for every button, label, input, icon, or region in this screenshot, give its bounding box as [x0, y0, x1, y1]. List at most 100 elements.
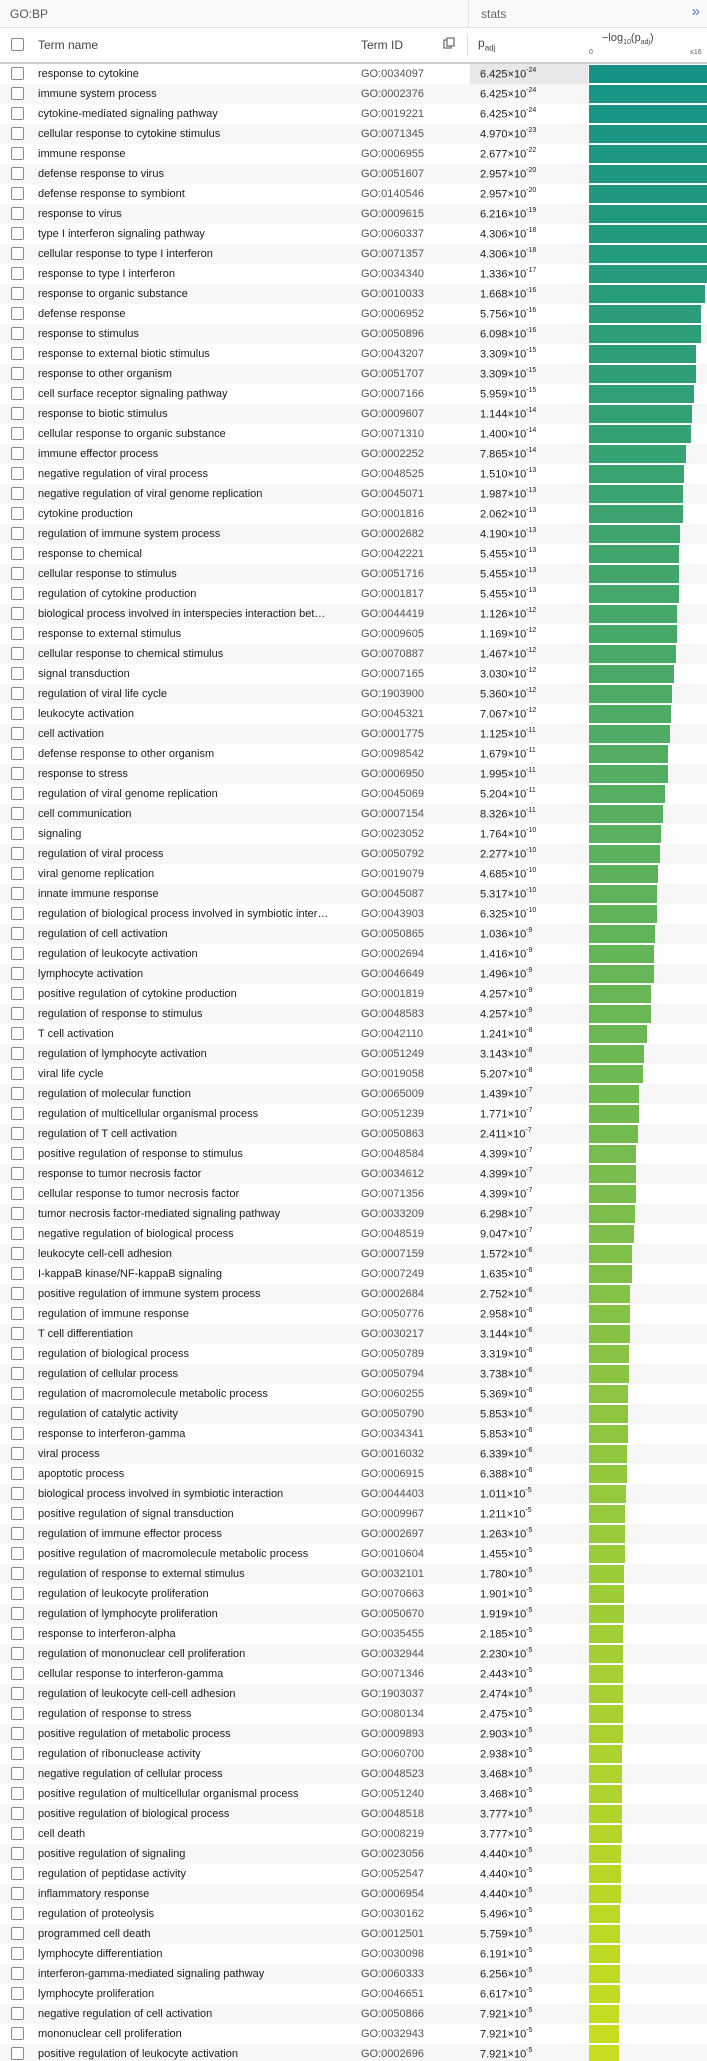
- row-checkbox[interactable]: [11, 587, 24, 600]
- term-name[interactable]: regulation of lymphocyte proliferation: [38, 1608, 218, 1620]
- term-name[interactable]: positive regulation of macromolecule met…: [38, 1548, 309, 1560]
- term-id[interactable]: GO:0023052: [361, 828, 424, 840]
- term-id[interactable]: GO:0071310: [361, 428, 424, 440]
- table-row[interactable]: cellular response to organic substance GO…: [0, 424, 707, 444]
- table-row[interactable]: defense response GO:0006952 5.756×10-16: [0, 304, 707, 324]
- term-name[interactable]: biological process involved in interspec…: [38, 608, 333, 620]
- table-row[interactable]: regulation of macromolecule metabolic pr…: [0, 1384, 707, 1404]
- row-checkbox[interactable]: [11, 87, 24, 100]
- select-all-checkbox[interactable]: [11, 38, 24, 51]
- term-name[interactable]: cytokine production: [38, 508, 133, 520]
- table-row[interactable]: regulation of molecular function GO:00650…: [0, 1084, 707, 1104]
- term-name[interactable]: negative regulation of viral process: [38, 468, 208, 480]
- row-checkbox[interactable]: [11, 307, 24, 320]
- table-row[interactable]: response to external biotic stimulus GO:0…: [0, 344, 707, 364]
- table-row[interactable]: cell activation GO:0001775 1.125×10-11: [0, 724, 707, 744]
- table-row[interactable]: cell communication GO:0007154 8.326×10-11: [0, 804, 707, 824]
- term-id[interactable]: GO:0050792: [361, 848, 424, 860]
- column-header-padj[interactable]: padj: [478, 36, 496, 53]
- term-id[interactable]: GO:0051607: [361, 168, 424, 180]
- table-row[interactable]: immune system process GO:0002376 6.425×10-…: [0, 84, 707, 104]
- term-name[interactable]: regulation of immune system process: [38, 528, 221, 540]
- row-checkbox[interactable]: [11, 807, 24, 820]
- row-checkbox[interactable]: [11, 667, 24, 680]
- row-checkbox[interactable]: [11, 127, 24, 140]
- row-checkbox[interactable]: [11, 907, 24, 920]
- term-name[interactable]: positive regulation of multicellular org…: [38, 1788, 299, 1800]
- term-name[interactable]: defense response to symbiont: [38, 188, 185, 200]
- term-name[interactable]: positive regulation of metabolic process: [38, 1728, 231, 1740]
- row-checkbox[interactable]: [11, 1967, 24, 1980]
- table-row[interactable]: immune response GO:0006955 2.677×10-22: [0, 144, 707, 164]
- row-checkbox[interactable]: [11, 647, 24, 660]
- table-row[interactable]: regulation of leukocyte proliferation GO:…: [0, 1584, 707, 1604]
- term-name[interactable]: response to stress: [38, 768, 128, 780]
- row-checkbox[interactable]: [11, 1707, 24, 1720]
- term-name[interactable]: cell communication: [38, 808, 132, 820]
- table-row[interactable]: innate immune response GO:0045087 5.317×10…: [0, 884, 707, 904]
- row-checkbox[interactable]: [11, 447, 24, 460]
- table-row[interactable]: negative regulation of cellular process G…: [0, 1764, 707, 1784]
- table-row[interactable]: cell surface receptor signaling pathway G…: [0, 384, 707, 404]
- row-checkbox[interactable]: [11, 1187, 24, 1200]
- row-checkbox[interactable]: [11, 1147, 24, 1160]
- row-checkbox[interactable]: [11, 787, 24, 800]
- term-name[interactable]: negative regulation of cell activation: [38, 2008, 213, 2020]
- row-checkbox[interactable]: [11, 1327, 24, 1340]
- row-checkbox[interactable]: [11, 1027, 24, 1040]
- row-checkbox[interactable]: [11, 707, 24, 720]
- term-id[interactable]: GO:0060700: [361, 1748, 424, 1760]
- row-checkbox[interactable]: [11, 67, 24, 80]
- term-name[interactable]: T cell activation: [38, 1028, 114, 1040]
- term-name[interactable]: regulation of viral process: [38, 848, 164, 860]
- term-name[interactable]: response to external biotic stimulus: [38, 348, 210, 360]
- term-id[interactable]: GO:0050776: [361, 1308, 424, 1320]
- term-id[interactable]: GO:0034612: [361, 1168, 424, 1180]
- row-checkbox[interactable]: [11, 2027, 24, 2040]
- term-name[interactable]: regulation of biological process involve…: [38, 908, 333, 920]
- row-checkbox[interactable]: [11, 107, 24, 120]
- term-id[interactable]: GO:0051707: [361, 368, 424, 380]
- term-id[interactable]: GO:0007159: [361, 1248, 424, 1260]
- term-name[interactable]: cellular response to organic substance: [38, 428, 226, 440]
- term-id[interactable]: GO:0002682: [361, 528, 424, 540]
- term-id[interactable]: GO:0052547: [361, 1868, 424, 1880]
- term-id[interactable]: GO:0042221: [361, 548, 424, 560]
- term-name[interactable]: lymphocyte proliferation: [38, 1988, 155, 2000]
- term-name[interactable]: positive regulation of leukocyte activat…: [38, 2048, 238, 2060]
- row-checkbox[interactable]: [11, 407, 24, 420]
- term-id[interactable]: GO:0007154: [361, 808, 424, 820]
- term-id[interactable]: GO:0019058: [361, 1068, 424, 1080]
- term-id[interactable]: GO:0001817: [361, 588, 424, 600]
- term-name[interactable]: regulation of ribonuclease activity: [38, 1748, 201, 1760]
- table-row[interactable]: response to virus GO:0009615 6.216×10-19: [0, 204, 707, 224]
- term-name[interactable]: response to external stimulus: [38, 628, 182, 640]
- term-name[interactable]: regulation of catalytic activity: [38, 1408, 179, 1420]
- row-checkbox[interactable]: [11, 827, 24, 840]
- term-name[interactable]: cellular response to chemical stimulus: [38, 648, 224, 660]
- row-checkbox[interactable]: [11, 347, 24, 360]
- term-name[interactable]: programmed cell death: [38, 1928, 151, 1940]
- table-row[interactable]: response to type I interferon GO:0034340 1…: [0, 264, 707, 284]
- term-id[interactable]: GO:0007166: [361, 388, 424, 400]
- term-name[interactable]: regulation of cell activation: [38, 928, 168, 940]
- term-id[interactable]: GO:0080134: [361, 1708, 424, 1720]
- row-checkbox[interactable]: [11, 847, 24, 860]
- table-row[interactable]: response to other organism GO:0051707 3.30…: [0, 364, 707, 384]
- table-row[interactable]: response to tumor necrosis factor GO:0034…: [0, 1164, 707, 1184]
- row-checkbox[interactable]: [11, 507, 24, 520]
- row-checkbox[interactable]: [11, 2047, 24, 2060]
- term-id[interactable]: GO:0009893: [361, 1728, 424, 1740]
- table-row[interactable]: viral life cycle GO:0019058 5.207×10-8: [0, 1064, 707, 1084]
- term-name[interactable]: positive regulation of signal transducti…: [38, 1508, 234, 1520]
- row-checkbox[interactable]: [11, 1667, 24, 1680]
- term-id[interactable]: GO:0048584: [361, 1148, 424, 1160]
- term-id[interactable]: GO:0060255: [361, 1388, 424, 1400]
- table-row[interactable]: lymphocyte activation GO:0046649 1.496×10-…: [0, 964, 707, 984]
- table-row[interactable]: regulation of cellular process GO:0050794…: [0, 1364, 707, 1384]
- term-name[interactable]: T cell differentiation: [38, 1328, 133, 1340]
- table-row[interactable]: regulation of biological process involve…: [0, 904, 707, 924]
- row-checkbox[interactable]: [11, 227, 24, 240]
- term-id[interactable]: GO:0050896: [361, 328, 424, 340]
- term-name[interactable]: regulation of viral genome replication: [38, 788, 218, 800]
